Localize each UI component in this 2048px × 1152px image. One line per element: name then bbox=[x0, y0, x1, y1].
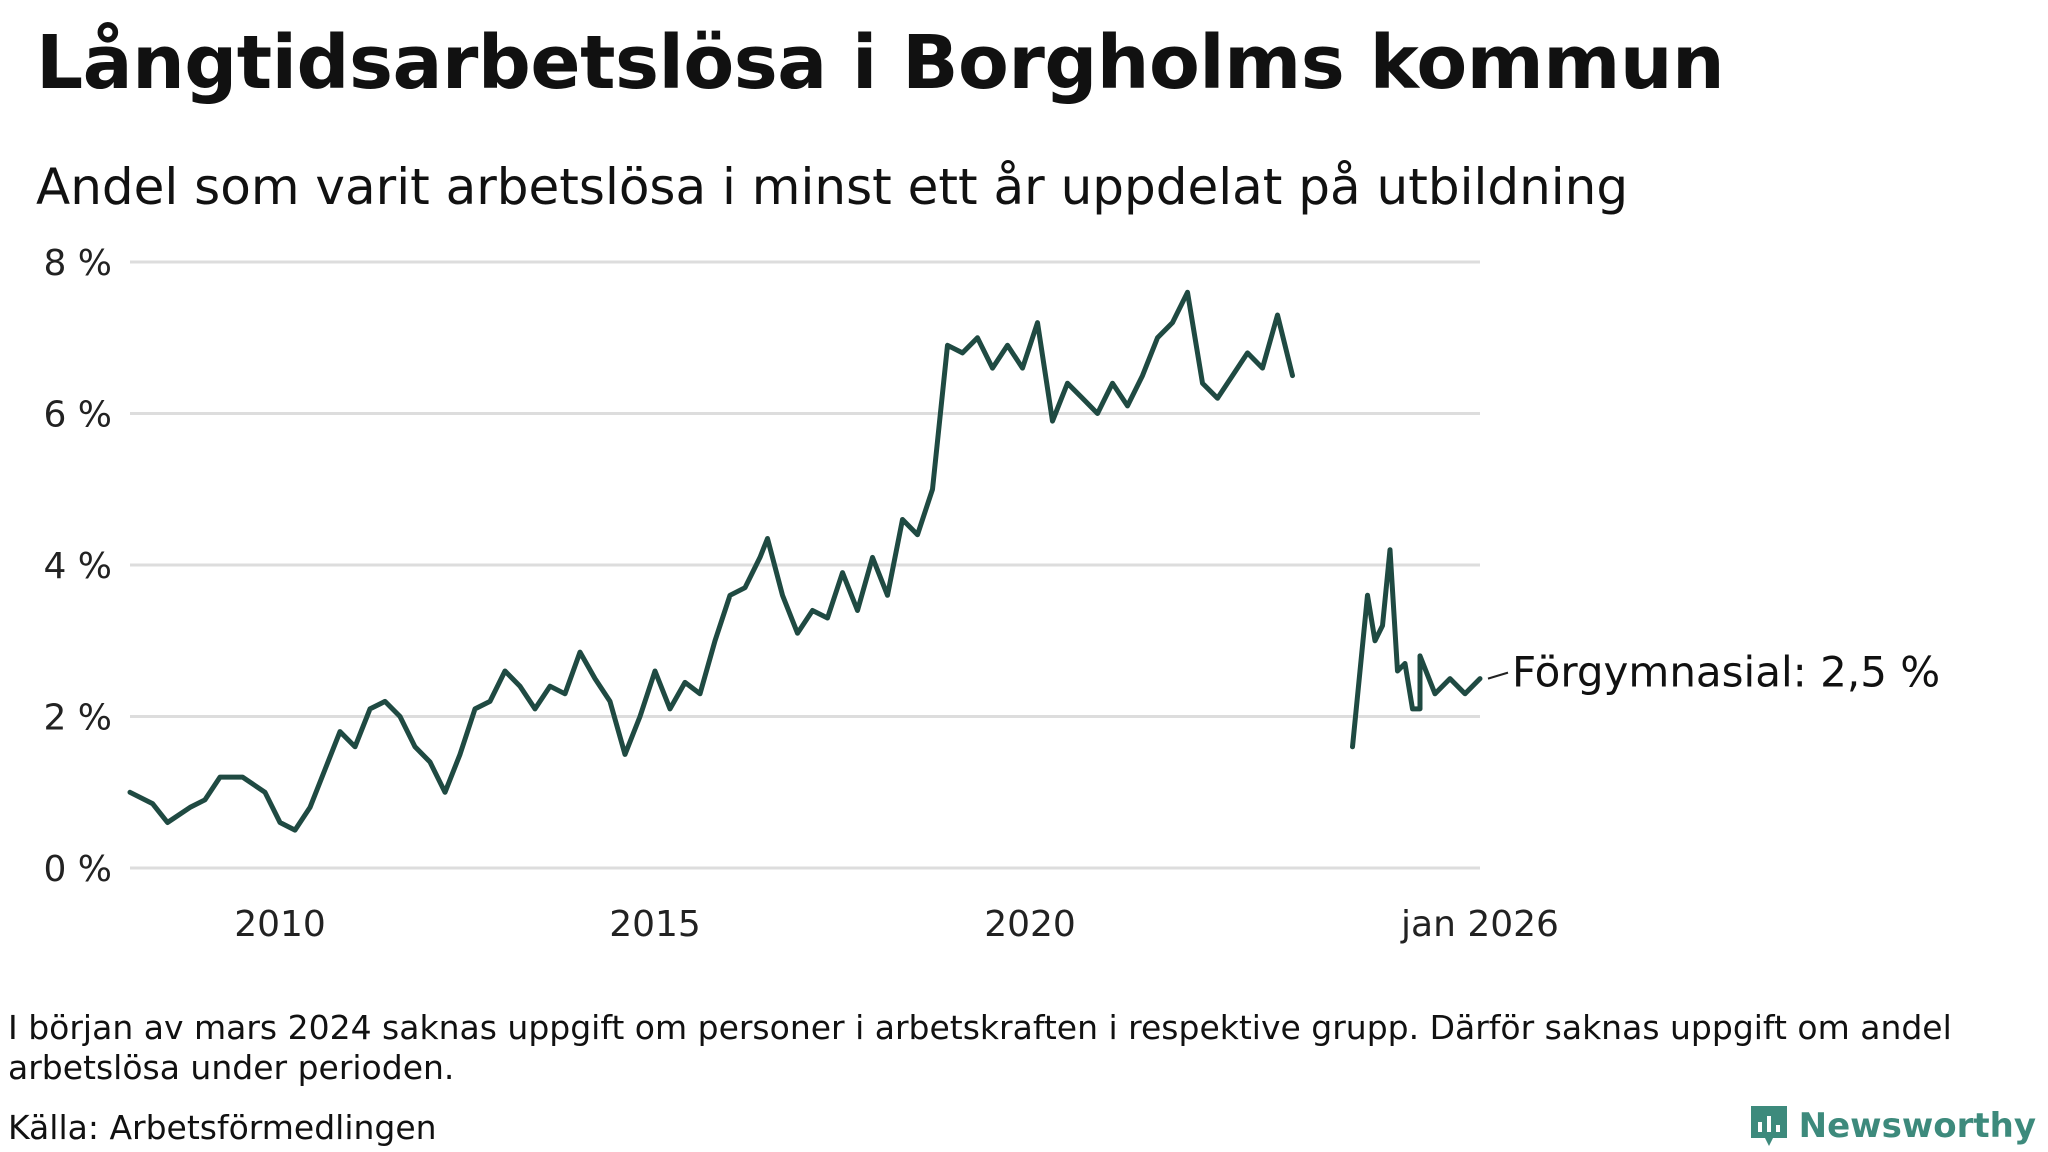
x-tick-label: jan 2026 bbox=[1400, 904, 1559, 945]
series-line-förgymnasial bbox=[127, 289, 1295, 833]
y-tick-label: 2 % bbox=[43, 698, 112, 739]
x-tick-label: 2010 bbox=[234, 904, 326, 945]
y-tick-label: 4 % bbox=[43, 546, 112, 587]
chart-title: Långtidsarbetslösa i Borgholms kommun bbox=[36, 20, 1725, 106]
source-label: Källa: Arbetsförmedlingen bbox=[8, 1108, 437, 1147]
y-tick-label: 6 % bbox=[43, 395, 112, 436]
x-tick-label: 2020 bbox=[984, 904, 1076, 945]
line-chart: 0 % 2 % 4 % 6 % 8 % 2010 2015 2020 jan 2026 Förgy… bbox=[43, 243, 1940, 945]
end-label-förgymnasial: Förgymnasial: 2,5 % bbox=[1512, 648, 1940, 697]
chart-subtitle: Andel som varit arbetslösa i minst ett å… bbox=[36, 158, 1629, 216]
newsworthy-logo-icon bbox=[1750, 1106, 1787, 1146]
end-label-leader bbox=[1487, 671, 1509, 680]
brand-name: Newsworthy bbox=[1798, 1106, 2036, 1146]
series-line-förgymnasial bbox=[1350, 547, 1483, 750]
y-tick-label: 8 % bbox=[43, 243, 112, 284]
footnote: I början av mars 2024 saknas uppgift om … bbox=[8, 1008, 1952, 1087]
newsworthy-brand[interactable]: Newsworthy bbox=[1749, 1106, 2036, 1146]
x-tick-label: 2015 bbox=[609, 904, 701, 945]
y-tick-label: 0 % bbox=[43, 849, 112, 890]
